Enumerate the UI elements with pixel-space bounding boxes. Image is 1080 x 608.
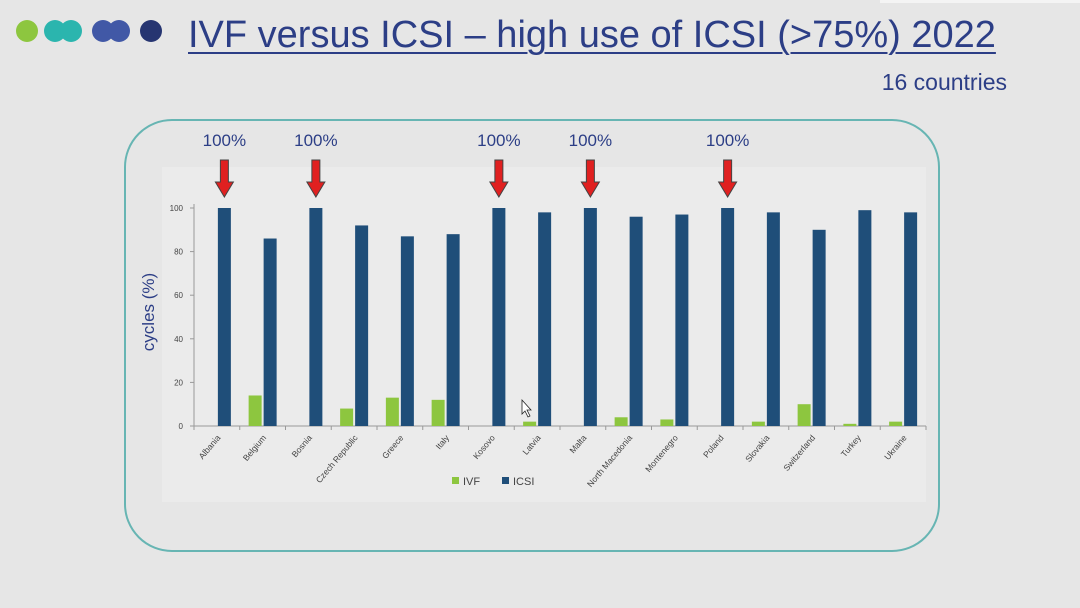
y-tick-label: 40 — [174, 335, 183, 344]
x-tick-label: Bosnia — [290, 433, 315, 460]
bar-icsi-north-macedonia — [629, 216, 643, 426]
red-arrow-icon — [214, 159, 235, 198]
bar-icsi-malta — [583, 208, 597, 426]
y-tick-label: 0 — [179, 422, 184, 431]
bar-ivf-czech-republic — [340, 408, 354, 426]
chart-frame — [124, 119, 940, 552]
x-tick-label: Malta — [567, 433, 588, 456]
bar-icsi-belgium — [263, 238, 277, 426]
y-tick-label: 60 — [174, 291, 183, 300]
bar-ivf-turkey — [843, 423, 857, 426]
slide-title: IVF versus ICSI – high use of ICSI (>75%… — [188, 14, 996, 56]
decor-dot — [60, 20, 82, 42]
x-tick-label: Greece — [380, 433, 406, 461]
annotation-label: 100% — [477, 131, 520, 150]
bar-ivf-italy — [431, 399, 445, 426]
bar-ivf-montenegro — [660, 419, 674, 426]
y-tick-label: 100 — [170, 204, 184, 213]
slide-subtitle: 16 countries — [881, 69, 1007, 95]
annotation-label: 100% — [294, 131, 337, 150]
bar-icsi-ukraine — [904, 212, 918, 426]
decor-dot — [140, 20, 162, 42]
red-arrow-icon — [305, 159, 326, 198]
mouse-cursor-icon — [521, 398, 532, 418]
x-tick-label: Poland — [701, 433, 726, 460]
x-tick-label: Italy — [433, 432, 451, 451]
bar-ivf-ukraine — [889, 421, 903, 426]
decorative-dots — [16, 20, 166, 48]
annotation-label: 100% — [706, 131, 749, 150]
bar-icsi-albania — [217, 208, 231, 426]
y-tick-label: 80 — [174, 248, 183, 257]
top-right-divider — [880, 0, 1080, 3]
annotation-label: 100% — [203, 131, 246, 150]
decor-dot — [108, 20, 130, 42]
legend-swatch-icsi — [502, 477, 509, 484]
x-tick-label: Belgium — [241, 433, 268, 463]
x-tick-label: Kosovo — [471, 433, 497, 461]
x-tick-label: Czech Republic — [314, 432, 360, 485]
bar-ivf-slovakia — [751, 421, 765, 426]
bar-icsi-bosnia — [309, 208, 323, 426]
legend-label-ivf: IVF — [463, 476, 480, 488]
bar-ivf-north-macedonia — [614, 417, 628, 426]
decor-dot — [16, 20, 38, 42]
bar-icsi-greece — [400, 236, 414, 426]
bar-ivf-latvia — [523, 421, 537, 426]
bar-icsi-slovakia — [766, 212, 780, 426]
bar-ivf-switzerland — [797, 404, 811, 426]
y-axis-title: cycles (%) — [139, 273, 158, 351]
x-tick-label: Switzerland — [781, 433, 817, 473]
x-tick-label: Ukraine — [882, 433, 909, 462]
y-tick-label: 20 — [174, 378, 183, 387]
bar-icsi-italy — [446, 234, 460, 426]
bar-icsi-switzerland — [812, 229, 826, 426]
red-arrow-icon — [488, 159, 509, 198]
bar-icsi-kosovo — [492, 208, 506, 426]
red-arrow-icon — [580, 159, 601, 198]
bar-icsi-montenegro — [675, 214, 689, 426]
annotation-label: 100% — [569, 131, 612, 150]
x-tick-label: Turkey — [839, 432, 864, 459]
bar-icsi-turkey — [858, 210, 872, 426]
x-tick-label: Montenegro — [643, 433, 680, 474]
legend-swatch-ivf — [452, 477, 459, 484]
x-tick-label: Slovakia — [743, 433, 771, 464]
x-tick-label: North Macedonia — [585, 433, 634, 489]
x-tick-label: Latvia — [520, 433, 542, 457]
bar-icsi-poland — [721, 208, 735, 426]
legend-label-icsi: ICSI — [513, 476, 534, 488]
bar-ivf-belgium — [248, 395, 262, 426]
bar-ivf-greece — [385, 397, 399, 426]
x-tick-label: Albania — [197, 433, 223, 461]
bar-icsi-latvia — [538, 212, 552, 426]
red-arrow-icon — [717, 159, 738, 198]
bar-icsi-czech-republic — [355, 225, 369, 426]
